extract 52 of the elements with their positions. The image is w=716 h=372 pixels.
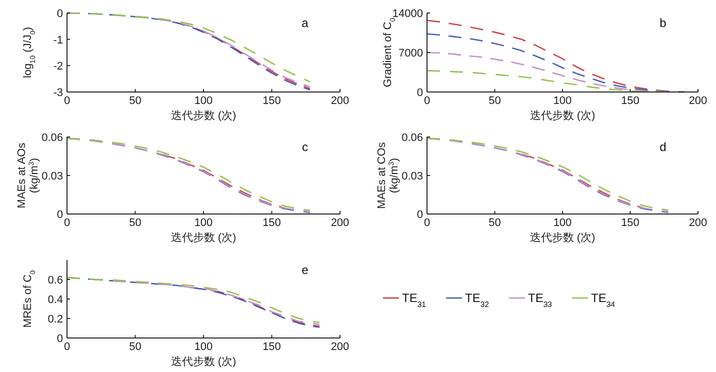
x-tick-label: 200 bbox=[688, 95, 708, 107]
y-tick-label: 7000 bbox=[398, 48, 423, 60]
y-tick-label: 0.4 bbox=[48, 294, 63, 306]
y-tick-label: -1 bbox=[53, 34, 63, 46]
x-tick-label: 50 bbox=[129, 95, 142, 107]
x-tick-label: 100 bbox=[194, 95, 213, 107]
x-axis-title: 迭代步数 (次) bbox=[530, 231, 596, 244]
x-axis-title: 迭代步数 (次) bbox=[530, 109, 596, 122]
annotation: e bbox=[302, 263, 309, 277]
y-tick-label: 0 bbox=[416, 87, 423, 99]
x-tick-label: 100 bbox=[553, 95, 572, 107]
line-series bbox=[162, 154, 286, 209]
x-tick-label: 150 bbox=[621, 95, 640, 107]
y-tick-label: -2 bbox=[53, 60, 63, 73]
x-tick-label: 50 bbox=[129, 341, 142, 353]
legend-label: TE$_{33}$ bbox=[528, 291, 552, 308]
y-tick-label: 0 bbox=[56, 8, 63, 20]
y-tick-label: 0.06 bbox=[42, 132, 63, 144]
y-tick-label: 0 bbox=[56, 333, 63, 345]
x-tick-label: 50 bbox=[488, 217, 501, 229]
x-tick-label: 150 bbox=[621, 217, 640, 229]
annotation: a bbox=[302, 16, 309, 30]
line-series bbox=[176, 22, 311, 90]
x-tick-label: 200 bbox=[330, 95, 350, 107]
annotation: d bbox=[660, 140, 666, 154]
x-tick-label: 100 bbox=[194, 341, 213, 353]
x-tick-label: 150 bbox=[262, 95, 281, 107]
x-tick-label: 100 bbox=[553, 217, 572, 229]
y-tick-label: 0 bbox=[416, 209, 423, 221]
y-tick-label: 0.2 bbox=[48, 314, 63, 326]
y-tick-label: 0.06 bbox=[402, 132, 423, 144]
x-tick-label: 200 bbox=[688, 217, 708, 229]
y-tick-label: 0.03 bbox=[42, 170, 63, 182]
legend-label: TE$_{34}$ bbox=[591, 291, 616, 308]
legend-label: TE$_{32}$ bbox=[465, 291, 490, 308]
y-tick-label: 0.03 bbox=[402, 170, 423, 182]
x-tick-label: 200 bbox=[330, 341, 350, 353]
x-tick-label: 50 bbox=[488, 95, 501, 107]
x-axis-title: 迭代步数 (次) bbox=[170, 109, 236, 122]
x-tick-label: 200 bbox=[330, 217, 350, 229]
x-tick-label: 150 bbox=[262, 341, 281, 353]
x-tick-label: 50 bbox=[129, 217, 142, 229]
x-tick-label: 150 bbox=[262, 217, 281, 229]
legend-label: TE$_{31}$ bbox=[402, 291, 426, 308]
y-tick-label: 0 bbox=[56, 209, 63, 221]
x-tick-label: 100 bbox=[194, 217, 213, 229]
annotation: b bbox=[660, 16, 667, 30]
annotation: c bbox=[302, 140, 308, 154]
x-axis-title: 迭代步数 (次) bbox=[170, 231, 236, 244]
y-tick-label: -3 bbox=[53, 87, 63, 99]
y-tick-label: 0.6 bbox=[48, 274, 63, 286]
x-axis-title: 迭代步数 (次) bbox=[170, 355, 236, 368]
